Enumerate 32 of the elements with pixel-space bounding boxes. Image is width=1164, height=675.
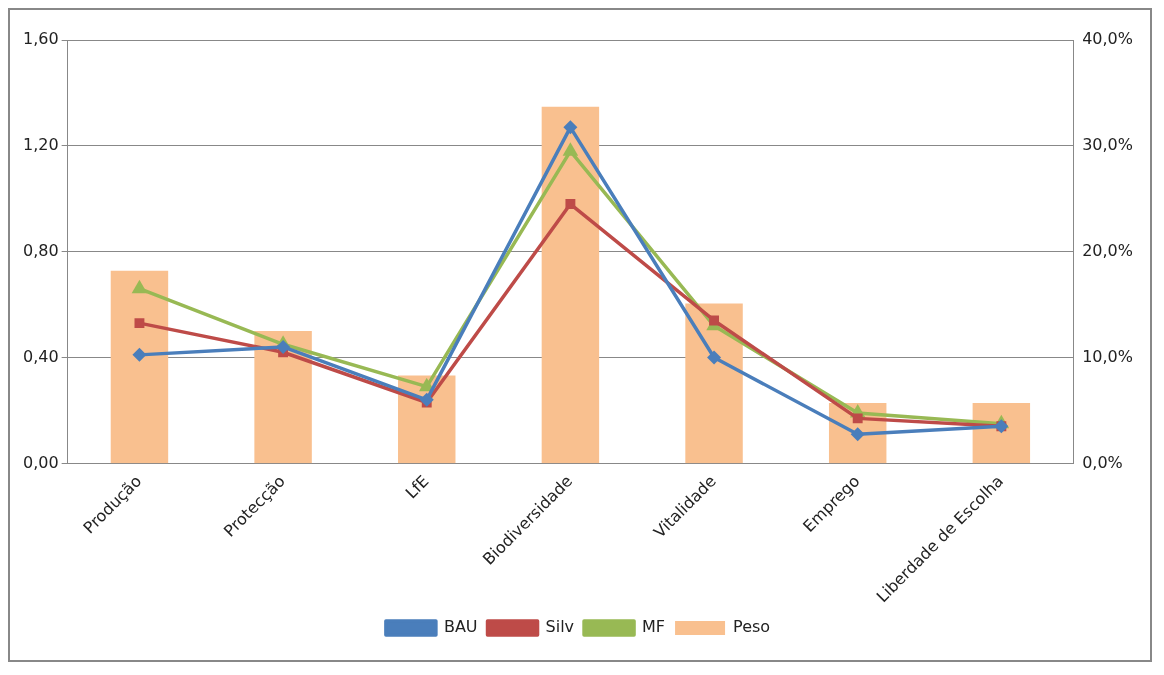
point — [276, 339, 291, 354]
point — [562, 142, 579, 156]
point — [131, 279, 148, 294]
bar — [541, 106, 600, 464]
legend-label: MF — [642, 617, 666, 637]
y-tick-label: 1,60 — [23, 29, 59, 49]
y2-tick-label: 0,0% — [1082, 452, 1123, 472]
point — [419, 392, 434, 407]
y-tick-label: 1,20 — [23, 135, 59, 154]
y-tick-label: 0,80 — [23, 240, 59, 260]
bar — [254, 331, 312, 464]
y2-tick-label: 40,0% — [1082, 29, 1133, 49]
bar — [110, 270, 169, 464]
point — [132, 347, 147, 362]
point — [134, 318, 145, 329]
point — [707, 350, 722, 365]
legend-label: BAU — [443, 617, 478, 637]
point — [852, 413, 863, 424]
y2-tick-label: 20,0% — [1082, 240, 1133, 260]
x-tick-label: LfE — [401, 471, 433, 503]
y-tick-label: 0,40 — [23, 346, 59, 366]
bar — [685, 303, 743, 464]
y-tick-label: 0,00 — [23, 452, 59, 472]
point — [709, 315, 719, 326]
point — [565, 199, 576, 209]
bar — [972, 403, 1031, 464]
point — [850, 427, 865, 442]
legend-label: Peso — [733, 617, 771, 637]
y2-tick-label: 30,0% — [1082, 135, 1133, 154]
point — [563, 120, 578, 135]
y2-tick-label: 10,0% — [1082, 346, 1133, 366]
legend-label: Silv — [545, 617, 575, 637]
